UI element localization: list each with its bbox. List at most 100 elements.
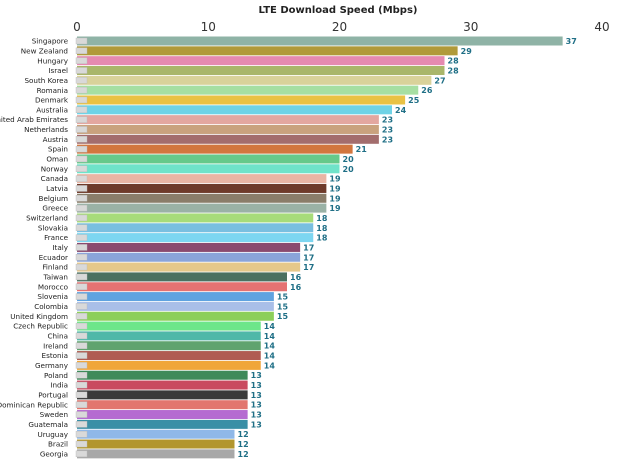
flag-icon xyxy=(75,440,88,448)
bar xyxy=(77,164,340,174)
flag-icon xyxy=(75,273,88,281)
x-tick-label: 20 xyxy=(332,20,347,34)
category-label: Hungary xyxy=(37,56,68,65)
category-label: Spain xyxy=(48,145,68,154)
flag-icon xyxy=(75,165,88,172)
value-label: 24 xyxy=(395,106,407,115)
flag-icon xyxy=(75,185,88,192)
category-label: Italy xyxy=(52,243,68,252)
value-label: 15 xyxy=(277,293,289,302)
category-label: Denmark xyxy=(35,96,69,105)
category-label: Guatemala xyxy=(28,420,68,429)
flag-icon xyxy=(75,421,88,428)
flag-icon xyxy=(75,254,88,261)
category-label: China xyxy=(47,332,68,341)
bar xyxy=(77,400,248,410)
value-label: 14 xyxy=(264,361,276,370)
value-label: 16 xyxy=(290,273,302,282)
category-label: Oman xyxy=(46,155,68,164)
x-axis-ticks: 0 10 20 30 40 xyxy=(73,20,609,34)
flag-icon xyxy=(75,224,88,231)
category-label: Israel xyxy=(48,66,68,75)
category-label: Canada xyxy=(41,174,68,183)
bar xyxy=(77,429,235,439)
value-label: 26 xyxy=(421,86,433,95)
flag-icon xyxy=(75,431,88,438)
flag-icon xyxy=(75,332,88,340)
value-label: 21 xyxy=(356,145,368,154)
bar xyxy=(77,174,327,184)
bar xyxy=(77,370,248,380)
value-label: 23 xyxy=(382,125,393,134)
value-label: 19 xyxy=(329,175,341,184)
bar xyxy=(77,292,274,302)
category-label: Switzerland xyxy=(26,214,68,223)
flag-icon xyxy=(75,204,88,212)
category-label: Poland xyxy=(44,371,68,380)
bar xyxy=(77,380,248,390)
value-label: 13 xyxy=(251,371,262,380)
bar xyxy=(77,331,261,341)
bar xyxy=(77,282,287,292)
value-label: 27 xyxy=(434,76,445,85)
flag-icon xyxy=(75,96,88,104)
flag-icon xyxy=(75,234,88,241)
chart-title: LTE Download Speed (Mbps) xyxy=(259,5,418,16)
value-label: 13 xyxy=(251,411,262,420)
bar xyxy=(77,56,445,66)
flag-icon xyxy=(75,352,88,359)
value-label: 20 xyxy=(343,165,355,174)
category-label: Estonia xyxy=(42,351,68,360)
category-label: South Korea xyxy=(24,76,68,85)
value-label: 14 xyxy=(264,342,276,351)
x-tick-label: 0 xyxy=(73,20,81,34)
bar xyxy=(77,124,379,134)
flag-icon xyxy=(75,303,88,310)
bar xyxy=(77,252,301,262)
flag-icon xyxy=(75,381,88,389)
value-label: 17 xyxy=(303,243,314,252)
flag-icon xyxy=(75,145,88,153)
flag-icon xyxy=(75,155,88,163)
bar xyxy=(77,233,314,243)
value-label: 28 xyxy=(448,57,460,66)
value-label: 23 xyxy=(382,135,393,144)
category-label: Austria xyxy=(43,135,68,144)
flag-icon xyxy=(75,57,88,64)
bar xyxy=(77,419,248,429)
bar xyxy=(77,213,314,223)
category-label: Sweden xyxy=(40,410,68,419)
value-label: 37 xyxy=(566,37,577,46)
value-label: 18 xyxy=(316,224,328,233)
flag-icon xyxy=(75,195,88,202)
bar xyxy=(77,351,261,361)
category-label: Australia xyxy=(36,105,68,114)
flag-icon xyxy=(75,322,88,330)
bar xyxy=(77,360,261,370)
bar-rows: Singapore 37 New Zealand 29 Hungary 28 Israel 2… xyxy=(0,36,577,459)
flag-icon xyxy=(75,313,88,320)
category-label: Germany xyxy=(35,361,69,370)
bar xyxy=(77,272,287,282)
bar xyxy=(77,410,248,420)
flag-icon xyxy=(75,214,88,222)
bar xyxy=(77,223,314,233)
value-label: 17 xyxy=(303,253,314,262)
bar xyxy=(77,134,379,144)
bar xyxy=(77,262,301,272)
bar xyxy=(77,203,327,213)
category-label: Ecuador xyxy=(39,253,68,262)
flag-icon xyxy=(75,116,88,123)
flag-icon xyxy=(75,293,88,300)
value-label: 28 xyxy=(448,66,460,75)
category-label: Colombia xyxy=(34,302,68,311)
value-label: 23 xyxy=(382,116,393,125)
value-label: 18 xyxy=(316,234,328,243)
category-label: United Arab Emirates xyxy=(0,115,68,124)
category-label: Ireland xyxy=(43,341,68,350)
value-label: 18 xyxy=(316,214,328,223)
category-label: Singapore xyxy=(32,37,69,46)
bar xyxy=(77,144,353,154)
value-label: 16 xyxy=(290,283,302,292)
